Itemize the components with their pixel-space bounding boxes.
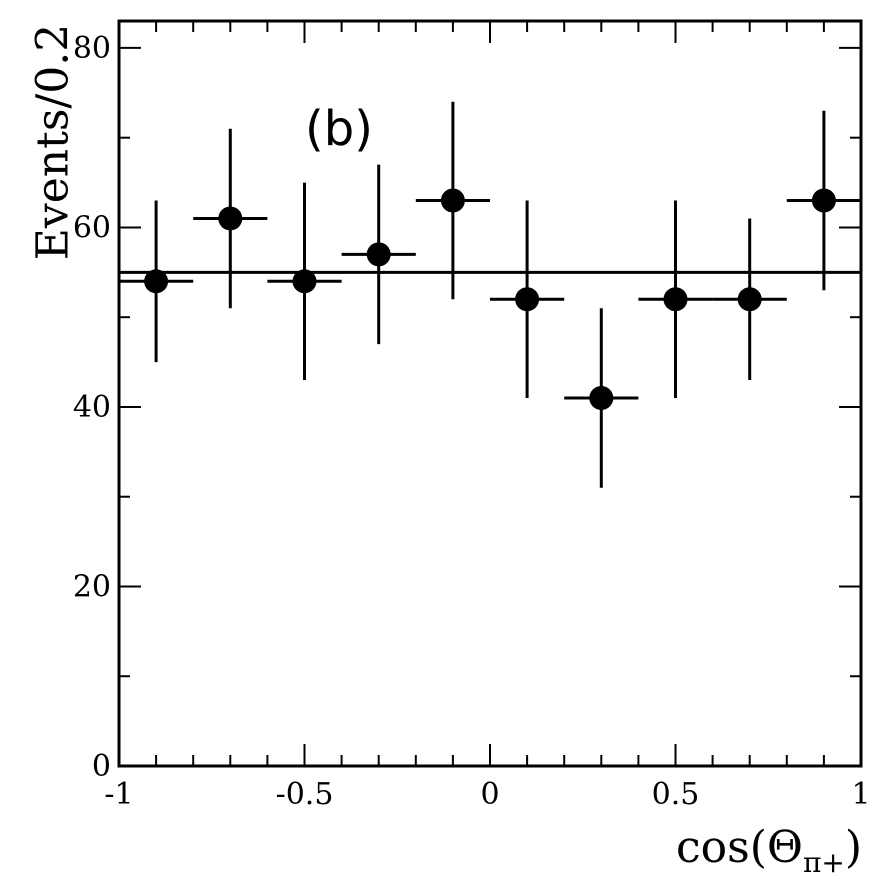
point-marker xyxy=(589,385,614,410)
data-points xyxy=(119,101,861,488)
x-axis-title: cos(Θπ+) xyxy=(676,822,862,879)
x-axis-title-sub: π+ xyxy=(803,846,845,879)
point-marker xyxy=(292,269,317,294)
data-point-2 xyxy=(193,128,268,309)
point-marker xyxy=(811,188,836,213)
data-point-6 xyxy=(490,200,565,398)
data-point-5 xyxy=(415,101,490,300)
y-tick-label: 80 xyxy=(73,31,111,66)
y-tick-label: 40 xyxy=(73,390,111,425)
point-marker xyxy=(515,287,540,312)
point-marker xyxy=(440,188,465,213)
x-tick-label: -0.5 xyxy=(276,777,334,812)
x-tick-label: 0.5 xyxy=(652,777,700,812)
data-point-10 xyxy=(786,110,861,291)
x-tick-label: 1 xyxy=(851,777,870,812)
x-axis-title-close: ) xyxy=(845,822,862,873)
axis-ticks xyxy=(118,21,862,767)
data-point-4 xyxy=(341,164,416,345)
panel-annotation: (b) xyxy=(305,101,373,157)
x-tick-label: 0 xyxy=(480,777,499,812)
point-marker xyxy=(737,287,762,312)
x-tick-label: -1 xyxy=(104,777,133,812)
y-tick-label: 60 xyxy=(73,210,111,245)
data-point-1 xyxy=(119,200,194,363)
point-marker xyxy=(218,206,243,231)
axis-labels: -1 -0.5 0 0.5 1 0 20 40 60 80 xyxy=(73,31,871,812)
data-point-3 xyxy=(267,182,342,381)
point-marker xyxy=(366,242,391,267)
point-marker xyxy=(663,287,688,312)
y-tick-label: 0 xyxy=(92,749,111,784)
y-axis-title: Events/0.2 xyxy=(28,24,79,260)
data-point-8 xyxy=(638,200,713,398)
x-axis-title-main: cos(Θ xyxy=(676,822,803,873)
data-point-7 xyxy=(564,308,639,488)
y-tick-label: 20 xyxy=(73,569,111,604)
point-marker xyxy=(144,269,169,294)
data-point-9 xyxy=(712,218,787,381)
